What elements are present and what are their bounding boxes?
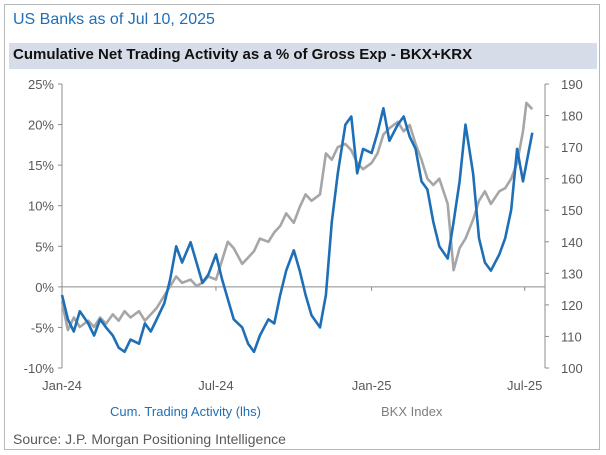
y-right-tick-label: 110 [561,329,582,344]
y-left-tick-label: 15% [28,158,54,173]
series-line-trading-activity [60,107,534,354]
x-tick-label: Jan-25 [352,378,392,393]
subtitle-bar [9,43,597,69]
y-left-tick-label: 20% [28,118,54,133]
source-note: Source: J.P. Morgan Positioning Intellig… [13,431,286,447]
legend-entry-trading-activity: Cum. Trading Activity (lhs) [110,404,261,419]
y-left-tick-label: -10% [24,361,55,376]
y-left-tick-label: 0% [35,280,54,295]
y-right-tick-label: 150 [561,203,583,218]
y-right-tick-label: 190 [561,77,583,92]
x-tick-label: Jan-24 [42,378,82,393]
y-left-tick-label: 5% [35,239,54,254]
y-right-tick-label: 170 [561,140,583,155]
y-right-tick-label: 120 [561,298,583,313]
y-right-tick-label: 180 [561,109,583,124]
y-left-tick-label: 10% [28,199,54,214]
y-right-tick-label: 160 [561,172,583,187]
series-line-bkx-index [60,101,534,332]
y-right-tick-label: 140 [561,235,583,250]
x-tick-label: Jul-24 [198,378,233,393]
y-right-tick-label: 130 [561,266,583,281]
legend-entry-bkx-index: BKX Index [381,404,443,419]
chart-subtitle: Cumulative Net Trading Activity as a % o… [13,46,473,63]
y-right-tick-label: 100 [561,361,583,376]
x-tick-label: Jul-25 [507,378,542,393]
chart-title: US Banks as of Jul 10, 2025 [13,11,215,28]
y-left-tick-label: -5% [31,320,55,335]
chart-frame [4,4,600,450]
y-left-tick-label: 25% [28,77,54,92]
